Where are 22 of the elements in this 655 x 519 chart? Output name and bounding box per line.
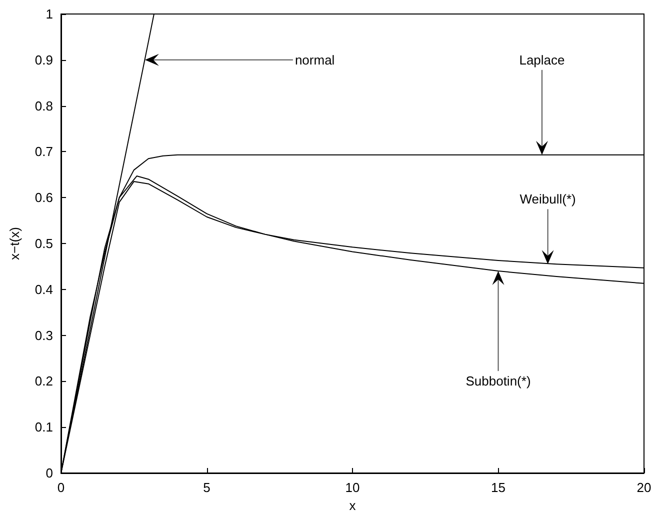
y-tick-label: 0.9: [34, 52, 53, 68]
y-tick-label: 1: [46, 6, 53, 22]
annotation: Laplace: [519, 52, 565, 68]
y-tick-label: 0.3: [34, 328, 53, 343]
x-tick-label: 10: [345, 480, 360, 495]
y-tick-label: 0.1: [34, 420, 53, 435]
y-tick-label: 0: [46, 466, 53, 480]
y-tick-label: 0.6: [34, 190, 53, 206]
y-tick-label: 0.5: [34, 236, 53, 251]
x-axis-title: x: [349, 498, 356, 513]
x-tick-label: 5: [203, 480, 210, 495]
y-tick-label: 0.2: [34, 374, 53, 389]
annotation: normal: [294, 52, 335, 68]
x-tick-label: 15: [491, 480, 506, 495]
y-tick-label: 0.4: [34, 282, 53, 297]
y-tick-label: 0.8: [34, 98, 53, 114]
annotation: Weibull(*): [520, 192, 576, 207]
annotation: Subbotin(*): [466, 374, 531, 389]
y-tick-label: 0.7: [34, 144, 53, 160]
x-tick-label: 20: [636, 480, 652, 495]
y-axis-title: x−t(x): [7, 227, 22, 260]
x-tick-label: 0: [57, 480, 65, 495]
